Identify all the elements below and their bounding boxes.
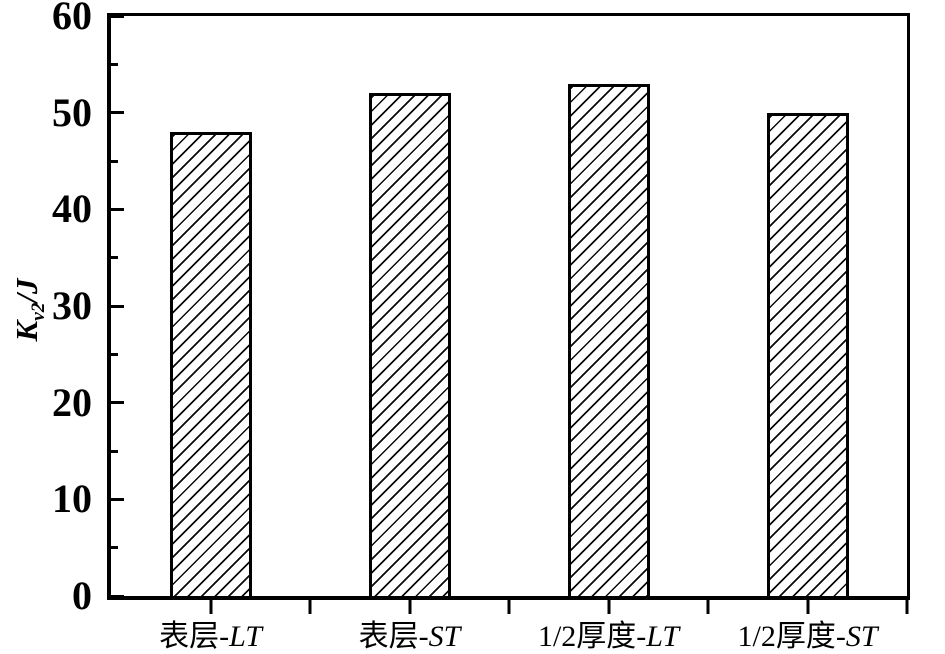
y-axis-major-tick [111, 207, 124, 211]
y-axis-tick-label: 10 [52, 476, 92, 522]
y-axis-major-tick [111, 497, 124, 501]
y-axis-tick-label: 60 [52, 0, 92, 38]
y-axis-major-tick [111, 594, 124, 598]
y-axis-minor-tick [111, 546, 118, 550]
y-axis-major-tick [111, 304, 124, 308]
y-axis-tick-label: 40 [52, 186, 92, 232]
y-axis-major-tick [111, 401, 124, 405]
y-axis-minor-tick [111, 62, 118, 66]
x-category-label-main: 表层- [358, 620, 429, 653]
y-axis-minor-tick [111, 159, 118, 163]
y-axis-tick-label: 20 [52, 379, 92, 425]
bar-surface-lt [169, 132, 252, 596]
plot-area [107, 13, 910, 614]
x-axis-tick [706, 600, 710, 614]
y-axis-major-tick [111, 111, 124, 115]
bar-half-thickness-st [766, 112, 849, 596]
x-category-label-main: 表层- [159, 620, 230, 653]
x-axis-tick [308, 600, 312, 614]
y-axis-minor-tick [111, 256, 118, 260]
x-axis-tick [507, 600, 511, 614]
x-axis-tick [905, 600, 909, 614]
x-category-label-half-thickness-lt: 1/2厚度-LT [510, 620, 708, 654]
x-category-label-main: 1/2厚度- [537, 620, 647, 653]
y-axis-tick-labels: 0 10 20 30 40 50 60 [0, 0, 92, 653]
x-category-label-half-thickness-st: 1/2厚度-ST [709, 620, 907, 654]
y-axis-major-tick [111, 14, 124, 18]
x-axis-tick [607, 600, 610, 614]
x-axis-tick [806, 600, 809, 614]
x-category-label-surface-st: 表层-ST [311, 620, 509, 654]
y-axis-tick-label: 0 [72, 573, 92, 618]
x-category-label-suffix: ST [845, 620, 878, 653]
x-category-label-suffix: LT [229, 620, 262, 653]
x-axis-tick [408, 600, 411, 614]
x-axis-tick [209, 600, 212, 614]
bar-surface-st [368, 93, 451, 596]
y-axis-minor-tick [111, 449, 118, 453]
x-category-label-main: 1/2厚度- [737, 620, 846, 653]
y-axis-tick-label: 30 [52, 283, 92, 328]
x-category-label-suffix: LT [646, 620, 680, 653]
y-axis-tick-label: 50 [52, 89, 92, 135]
x-category-label-suffix: ST [428, 620, 461, 653]
bar-half-thickness-lt [567, 83, 650, 596]
y-axis-minor-tick [111, 352, 118, 356]
x-category-label-surface-lt: 表层-LT [112, 620, 310, 654]
